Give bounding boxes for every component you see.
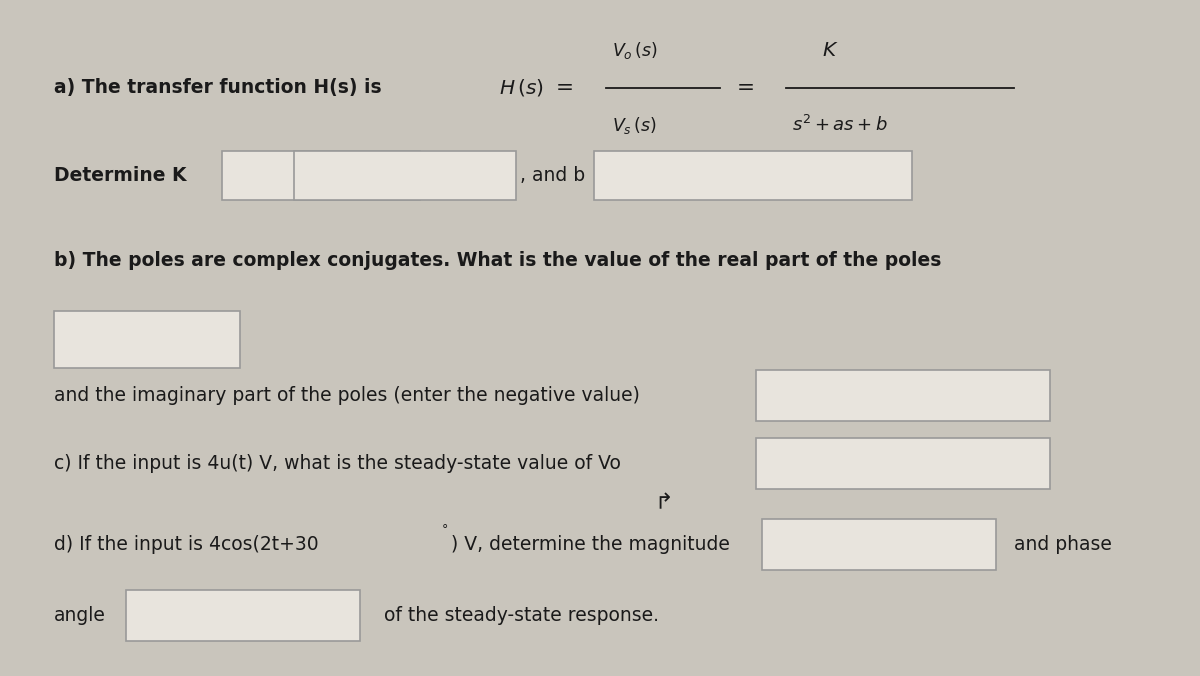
Text: , and b: , and b — [520, 166, 584, 185]
Text: =: = — [737, 78, 755, 98]
Text: d) If the input is 4cos(2t+30: d) If the input is 4cos(2t+30 — [54, 535, 319, 554]
Text: ↱: ↱ — [654, 493, 673, 514]
FancyBboxPatch shape — [126, 590, 360, 641]
Text: $V_o\,(s)$: $V_o\,(s)$ — [612, 40, 658, 62]
FancyBboxPatch shape — [54, 311, 240, 368]
Text: $K$: $K$ — [822, 41, 839, 60]
FancyBboxPatch shape — [594, 151, 912, 200]
FancyBboxPatch shape — [756, 438, 1050, 489]
Text: of the steady-state response.: of the steady-state response. — [384, 606, 659, 625]
Text: b) The poles are complex conjugates. What is the value of the real part of the p: b) The poles are complex conjugates. Wha… — [54, 251, 941, 270]
FancyBboxPatch shape — [762, 519, 996, 570]
Text: Determine K: Determine K — [54, 166, 186, 185]
Text: °: ° — [442, 523, 448, 536]
Text: a) The transfer function H(s) is: a) The transfer function H(s) is — [54, 78, 388, 97]
Text: $\mathit{H}$$\,(s)$: $\mathit{H}$$\,(s)$ — [499, 77, 544, 99]
Text: angle: angle — [54, 606, 106, 625]
FancyBboxPatch shape — [294, 151, 516, 200]
Text: $s^2 + as + b$: $s^2 + as + b$ — [792, 115, 888, 135]
Text: , a: , a — [424, 166, 448, 185]
Text: and the imaginary part of the poles (enter the negative value): and the imaginary part of the poles (ent… — [54, 386, 640, 405]
FancyBboxPatch shape — [222, 151, 420, 200]
Text: ) V, determine the magnitude: ) V, determine the magnitude — [451, 535, 730, 554]
Text: $V_s\,(s)$: $V_s\,(s)$ — [612, 114, 656, 136]
Text: c) If the input is 4u(t) V, what is the steady-state value of Vo: c) If the input is 4u(t) V, what is the … — [54, 454, 620, 473]
Text: =: = — [556, 78, 574, 98]
FancyBboxPatch shape — [756, 370, 1050, 421]
Text: and phase: and phase — [1014, 535, 1112, 554]
